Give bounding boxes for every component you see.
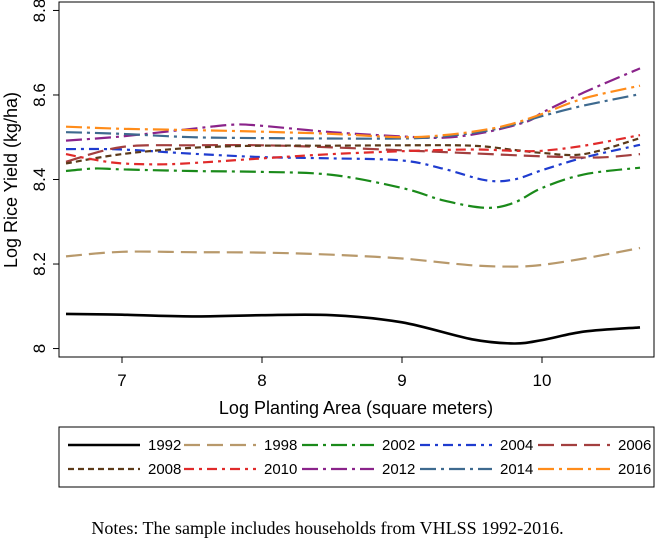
legend-box [58,426,655,488]
y-tick-label: 8.4 [30,168,49,192]
series-line-2006 [65,143,641,163]
y-axis-title: Log Rice Yield (kg/ha) [1,92,21,268]
legend-label-2008: 2008 [148,461,181,478]
legend-label-2016: 2016 [618,461,651,478]
footnote: Notes: The sample includes households fr… [91,518,564,538]
x-axis-title: Log Planting Area (square meters) [219,398,493,418]
series-line-2010 [65,134,641,166]
legend-label-2004: 2004 [500,437,533,454]
legend-label-2006: 2006 [618,437,651,454]
series-line-2004 [65,143,641,183]
series-line-2016 [65,84,641,139]
series-line-2008 [65,137,641,165]
x-tick-label: 10 [533,371,552,390]
legend-label-1998: 1998 [264,437,297,454]
y-tick-label: 8.6 [30,83,49,107]
y-tick-label: 8.8 [30,0,49,22]
x-tick-label: 7 [117,371,126,390]
x-tick-label: 8 [257,371,266,390]
series-line-1998 [65,246,641,268]
chart: 7 8 9 10 8 8.2 8.4 8.6 8.8 Log Planting Area (sq… [1,0,655,488]
legend-label-2012: 2012 [382,461,415,478]
y-tick-label: 8.2 [30,252,49,276]
x-tick-label: 9 [397,371,406,390]
legend-label-1992: 1992 [148,437,181,454]
legend-label-2014: 2014 [500,461,533,478]
legend-label-2010: 2010 [264,461,297,478]
axes-layer: 7 8 9 10 8 8.2 8.4 8.6 8.8 [30,0,551,390]
y-tick-label: 8 [30,344,49,353]
legend-label-2002: 2002 [382,437,415,454]
series-line-1992 [65,312,641,345]
series-layer [65,67,641,345]
series-line-2002 [65,166,641,209]
legend: 1992 1998 2002 2004 2006 2008 2010 2012 2014 2016 [68,437,651,478]
